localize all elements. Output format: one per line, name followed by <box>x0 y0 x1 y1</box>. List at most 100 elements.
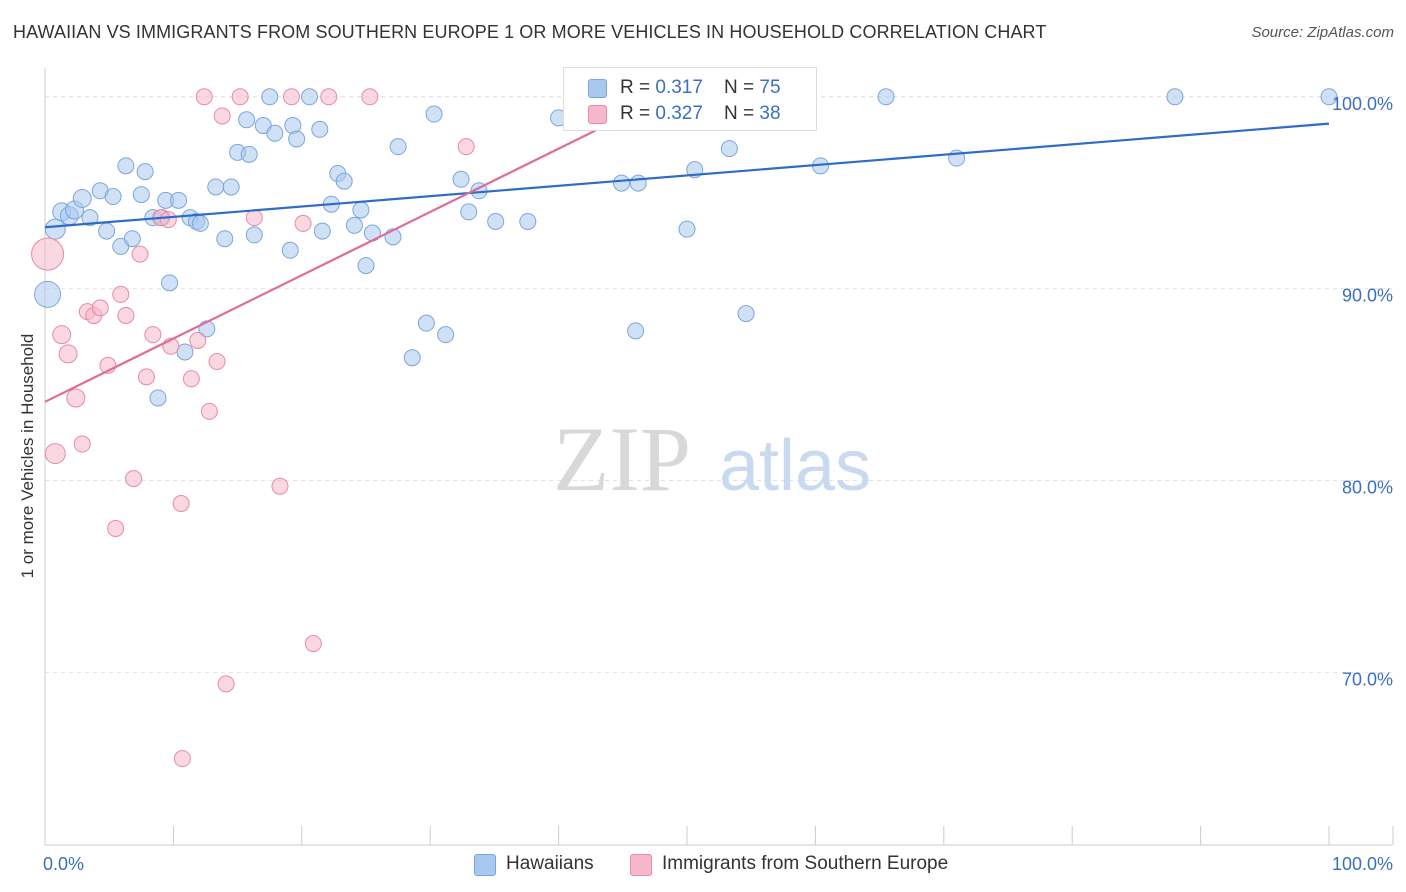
watermark: ZIP atlas <box>553 408 871 510</box>
immigrants-point <box>361 88 379 106</box>
immigrants-point <box>117 306 135 324</box>
hawaiians-point <box>176 343 194 361</box>
hawaiians-legend-label: Hawaiians <box>506 853 594 874</box>
hawaiians-point <box>389 138 407 156</box>
hawaiians-point <box>720 140 738 158</box>
hawaiians-point <box>44 218 66 240</box>
hawaiians-point <box>261 88 279 106</box>
immigrants-swatch <box>588 105 607 124</box>
hawaiians-point <box>437 326 455 344</box>
hawaiians-point <box>245 226 263 244</box>
tick-labels: 70.0% 80.0% 90.0% 100.0% 0.0% 100.0% <box>43 94 1393 874</box>
hawaiians-point <box>460 203 478 221</box>
hawaiians-point <box>487 212 505 230</box>
immigrants-point <box>195 88 213 106</box>
hawaiians-point <box>1320 88 1338 106</box>
hawaiians-point <box>117 157 135 175</box>
hawaiians-point <box>238 111 256 129</box>
watermark-zip: ZIP <box>553 408 691 510</box>
hawaiians-point <box>191 214 209 232</box>
hawaiians-point <box>425 105 443 123</box>
immigrants-point <box>173 750 191 768</box>
immigrants-point <box>144 326 162 344</box>
y-tick-label: 70.0% <box>1342 669 1393 689</box>
source-label: Source: ZipAtlas.com <box>1251 24 1394 41</box>
hawaiians-point <box>629 174 647 192</box>
x-tick-label: 0.0% <box>43 854 84 874</box>
trend-lines <box>44 95 1330 403</box>
immigrants-point <box>172 495 190 513</box>
hawaiians-legend-swatch <box>474 854 496 876</box>
legend-n-value: 38 <box>759 103 781 124</box>
hawaiians-point <box>266 124 284 142</box>
immigrants-point <box>304 635 322 653</box>
immigrants-point <box>112 285 130 303</box>
hawaiians-point <box>1166 88 1184 106</box>
immigrants-point <box>245 209 263 227</box>
hawaiians-point <box>452 170 470 188</box>
hawaiians-point <box>207 178 225 196</box>
immigrants-point <box>231 88 249 106</box>
immigrants-point <box>52 325 72 345</box>
immigrants-point <box>73 435 91 453</box>
chart-title: HAWAIIAN VS IMMIGRANTS FROM SOUTHERN EUR… <box>13 22 1047 42</box>
immigrants-point <box>457 138 475 156</box>
immigrants-point <box>200 402 218 420</box>
hawaiians-point <box>417 314 435 332</box>
legend-r-value: 0.317 <box>655 77 703 98</box>
hawaiians-point <box>72 188 92 208</box>
hawaiians-point <box>98 222 116 240</box>
hawaiians-point <box>136 163 154 181</box>
grid-lines <box>45 96 1392 673</box>
immigrants-point <box>189 331 207 349</box>
hawaiians-point <box>737 305 755 323</box>
immigrants-point <box>58 344 78 364</box>
immigrants-legend-label: Immigrants from Southern Europe <box>662 853 949 874</box>
hawaiians-point <box>301 88 319 106</box>
hawaiians-point <box>313 222 331 240</box>
y-tick-label: 90.0% <box>1342 286 1393 306</box>
immigrants-point <box>131 245 149 263</box>
hawaiians-point <box>170 191 188 209</box>
hawaiians-point <box>149 389 167 407</box>
immigrants-point <box>294 214 312 232</box>
immigrants-point <box>66 388 86 408</box>
immigrants-point <box>159 211 177 229</box>
hawaiians-point <box>345 216 363 234</box>
y-tick-label: 100.0% <box>1332 94 1393 114</box>
hawaiians-point <box>357 257 375 275</box>
hawaiians-point <box>519 212 537 230</box>
y-axis-label: 1 or more Vehicles in Household <box>18 333 37 579</box>
watermark-atlas: atlas <box>719 426 871 506</box>
hawaiians-point <box>240 145 258 163</box>
hawaiians-point <box>288 130 306 148</box>
data-points <box>31 88 1338 768</box>
immigrants-point <box>107 519 125 537</box>
immigrants-legend-swatch <box>630 854 652 876</box>
hawaiians-point <box>123 230 141 248</box>
hawaiians-point <box>877 88 895 106</box>
immigrants-point <box>137 368 155 386</box>
immigrants-point <box>217 675 235 693</box>
y-tick-label: 80.0% <box>1342 477 1393 497</box>
axes <box>44 68 1394 846</box>
hawaiians-point <box>132 186 150 204</box>
correlation-legend: R = 0.317 N = 75 R = 0.327 N = 38 <box>563 67 817 131</box>
immigrants-point <box>213 107 231 125</box>
hawaiians-point <box>403 349 421 367</box>
immigrants-trend-line <box>44 95 665 403</box>
legend-r-label: R = <box>620 77 656 98</box>
immigrants-point <box>125 470 143 488</box>
immigrants-point <box>208 353 226 371</box>
hawaiians-point <box>161 274 179 292</box>
immigrants-point <box>320 88 338 106</box>
legend-r-label: R = <box>620 103 656 124</box>
hawaiians-point <box>34 280 62 308</box>
hawaiians-point <box>627 322 645 340</box>
immigrants-point <box>44 443 66 465</box>
hawaiians-point <box>678 220 696 238</box>
immigrants-point <box>182 370 200 388</box>
immigrants-point <box>31 237 65 271</box>
hawaiians-point <box>222 178 240 196</box>
